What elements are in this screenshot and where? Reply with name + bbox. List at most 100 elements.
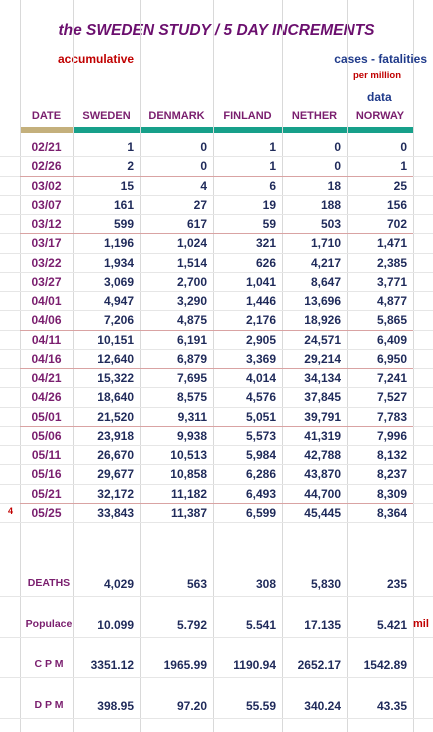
cell-nether: 29,214: [304, 351, 341, 366]
grid-row-line: [0, 156, 433, 157]
cell-sweden: 2: [127, 159, 134, 174]
cell-sweden: 26,670: [97, 448, 134, 462]
cell-nether: 8,647: [310, 274, 341, 289]
column-header-denmark: DENMARK: [148, 110, 205, 122]
cell-denmark: 10,858: [170, 467, 207, 482]
row-separator: [20, 503, 413, 504]
grid-row-line: [0, 272, 433, 273]
cell-denmark: 27: [193, 197, 207, 212]
cell-sweden: 4,947: [103, 294, 134, 308]
cell-nether: 41,319: [304, 428, 341, 443]
cell-sweden: 7,206: [103, 313, 134, 328]
cell-denmark: 617: [186, 217, 207, 231]
cell-norway: 7,527: [376, 390, 407, 405]
row-date: 03/07: [31, 197, 62, 212]
cell-denmark: 0: [200, 159, 207, 174]
cell-sweden: 33,843: [97, 505, 134, 520]
row-separator: [20, 176, 413, 177]
cell-nether: 44,700: [304, 486, 341, 501]
summary-cell-norway: 43.35: [376, 699, 407, 713]
cell-norway: 6,950: [376, 351, 407, 366]
cell-denmark: 3,290: [176, 294, 207, 308]
cell-finland: 5,573: [245, 428, 276, 443]
row-date: 04/01: [31, 294, 62, 308]
cell-finland: 626: [255, 255, 276, 270]
summary-cell-sweden: 398.95: [97, 699, 134, 713]
grid-column-line: [282, 0, 283, 732]
sheet-title: the SWEDEN STUDY / 5 DAY INCREMENTS: [58, 22, 375, 39]
row-date: 04/26: [31, 390, 62, 405]
row-date: 04/06: [31, 313, 62, 328]
row-date: 03/27: [31, 274, 62, 289]
summary-cell-sweden: 10.099: [97, 618, 134, 632]
cell-sweden: 3,069: [103, 274, 134, 289]
grid-column-line: [140, 0, 141, 732]
row-separator: [20, 426, 413, 427]
summary-cell-denmark: 1965.99: [163, 658, 207, 672]
unit-label: mil: [413, 618, 429, 630]
cell-denmark: 11,182: [170, 486, 207, 501]
date-header-bar: [20, 127, 73, 133]
cell-norway: 8,364: [376, 505, 407, 520]
cell-norway: 702: [386, 217, 407, 231]
row-separator: [20, 330, 413, 331]
cell-finland: 5,984: [245, 448, 276, 462]
cell-finland: 321: [255, 236, 276, 251]
cell-denmark: 1,024: [176, 236, 207, 251]
cell-finland: 6,493: [245, 486, 276, 501]
cell-finland: 1,041: [245, 274, 276, 289]
summary-cell-norway: 235: [386, 577, 407, 591]
row-date: 03/22: [31, 255, 62, 270]
grid-row-line: [0, 522, 433, 523]
cell-sweden: 599: [113, 217, 134, 231]
cell-finland: 4,576: [245, 390, 276, 405]
row-date: 03/17: [31, 236, 62, 251]
cell-sweden: 23,918: [97, 428, 134, 443]
cell-nether: 0: [334, 140, 341, 154]
cell-sweden: 1,934: [103, 255, 134, 270]
grid-column-line: [347, 0, 348, 732]
subtitle-cases-fatalities: cases - fatalities: [334, 52, 427, 66]
row-date: 04/16: [31, 351, 62, 366]
cell-finland: 6,286: [245, 467, 276, 482]
cell-finland: 4,014: [245, 371, 276, 385]
cell-finland: 59: [262, 217, 276, 231]
cell-norway: 25: [393, 178, 407, 193]
grid-row-line: [0, 718, 433, 719]
grid-column-line: [413, 0, 414, 732]
row-date: 05/01: [31, 409, 62, 424]
cell-finland: 1,446: [245, 294, 276, 308]
grid-row-line: [0, 387, 433, 388]
row-date: 02/26: [31, 159, 62, 174]
grid-row-line: [0, 310, 433, 311]
cell-finland: 6,599: [245, 505, 276, 520]
cell-finland: 6: [269, 178, 276, 193]
cell-norway: 3,771: [376, 274, 407, 289]
grid-row-line: [0, 464, 433, 465]
cell-denmark: 1,514: [176, 255, 207, 270]
summary-cell-denmark: 563: [186, 577, 207, 591]
row-date: 05/21: [31, 486, 62, 501]
row-date: 04/21: [31, 371, 62, 385]
cell-denmark: 0: [200, 140, 207, 154]
cell-nether: 1,710: [310, 236, 341, 251]
row-marker: 4: [8, 505, 14, 516]
subtitle-accumulative: accumulative: [58, 52, 135, 66]
cell-nether: 503: [320, 217, 341, 231]
column-header-sweden: SWEDEN: [82, 110, 131, 122]
cell-finland: 1: [269, 159, 276, 174]
row-date: 05/25: [31, 505, 62, 520]
cell-finland: 1: [269, 140, 276, 154]
summary-cell-denmark: 97.20: [176, 699, 207, 713]
cell-denmark: 6,191: [176, 332, 207, 347]
grid-column-line: [213, 0, 214, 732]
cell-norway: 7,241: [376, 371, 407, 385]
cell-nether: 18: [327, 178, 341, 193]
summary-cell-finland: 55.59: [245, 699, 276, 713]
cell-nether: 42,788: [304, 448, 341, 462]
cell-sweden: 29,677: [97, 467, 134, 482]
cell-denmark: 9,938: [176, 428, 207, 443]
summary-cell-sweden: 4,029: [103, 577, 134, 591]
summary-cell-denmark: 5.792: [176, 618, 207, 632]
